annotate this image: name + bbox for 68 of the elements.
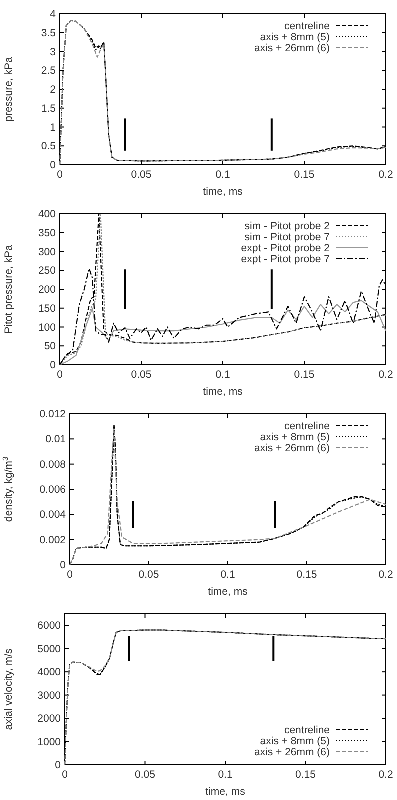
legend-label: axis + 26mm (6) [254, 42, 330, 54]
y-tick-label: 3 [50, 46, 56, 58]
y-tick-label: 1000 [38, 736, 62, 748]
legend-label: sim - Pitot probe 7 [244, 232, 330, 244]
x-tick-label: 0.15 [296, 569, 318, 581]
y-tick-label: 150 [38, 302, 56, 315]
legend-label: centreline [284, 20, 330, 32]
x-axis-title: time, ms [203, 186, 243, 198]
y-tick-label: 0.002 [40, 534, 66, 546]
y-tick-label: 6000 [38, 620, 62, 632]
y-tick-label: 0.01 [46, 434, 66, 446]
x-tick-label: 0.2 [378, 569, 394, 581]
y-tick-label: 0.5 [41, 140, 56, 153]
y-tick-label: 0.006 [40, 484, 66, 496]
legend-label: centreline [284, 420, 330, 432]
y-axis-title: axial velocity, m/s [3, 648, 15, 730]
y-axis-title: pressure, kPa [3, 56, 15, 122]
y-tick-label: 0 [50, 360, 56, 372]
x-tick-label: 0.05 [131, 369, 152, 381]
x-axis-title: time, ms [206, 786, 246, 798]
x-tick-label: 0.05 [135, 769, 156, 781]
y-tick-label: 0 [50, 160, 56, 172]
y-tick-label: 1 [50, 122, 56, 134]
x-tick-label: 0.2 [378, 769, 394, 781]
y-tick-label: 300 [38, 246, 56, 258]
legend-label: axis + 8mm (5) [260, 432, 330, 444]
y-tick-label: 0.012 [40, 408, 66, 420]
y-tick-label: 0 [55, 760, 62, 772]
x-tick-label: 0.1 [216, 169, 230, 181]
y-tick-label: 200 [38, 284, 56, 296]
y-tick-label: 1.5 [41, 102, 56, 115]
x-tick-label: 0.2 [378, 369, 394, 381]
legend-label: axis + 26mm (6) [254, 442, 330, 454]
y-axis-title: Pitot pressure, kPa [3, 244, 15, 334]
x-tick-label: 0.1 [216, 369, 230, 381]
y-tick-label: 4000 [38, 666, 62, 679]
x-tick-label: 0.15 [294, 169, 315, 181]
y-tick-label: 0.004 [40, 509, 66, 522]
y-tick-label: 0.008 [40, 458, 66, 471]
x-tick-label: 0.05 [138, 569, 160, 581]
legend-label: sim - Pitot probe 2 [244, 220, 330, 232]
legend-label: axis + 8mm (5) [260, 32, 330, 44]
y-tick-label: 100 [38, 322, 56, 334]
y-tick-label: 400 [38, 208, 56, 220]
y-tick-label: 4 [50, 8, 56, 20]
y-tick-label: 0 [60, 560, 66, 572]
legend-label: expt - Pitot probe 2 [241, 242, 330, 254]
x-tick-label: 0.05 [131, 169, 152, 181]
legend-label: expt - Pitot probe 7 [241, 254, 330, 266]
y-tick-label: 3.5 [41, 27, 56, 40]
x-tick-label: 0.15 [296, 769, 316, 781]
y-tick-label: 350 [38, 227, 56, 240]
x-tick-label: 0.2 [378, 169, 394, 181]
legend-label: axis + 26mm (6) [254, 746, 330, 758]
legend-label: centreline [284, 724, 330, 736]
x-tick-label: 0.1 [220, 569, 236, 581]
y-tick-label: 2.5 [41, 65, 56, 78]
y-tick-label: 2000 [38, 713, 62, 726]
y-tick-label: 3000 [38, 690, 62, 702]
x-axis-title: time, ms [203, 386, 243, 398]
x-axis-title: time, ms [208, 586, 248, 598]
x-tick-label: 0.15 [294, 369, 315, 381]
y-tick-label: 5000 [38, 643, 62, 656]
x-tick-label: 0.1 [218, 769, 233, 781]
y-tick-label: 50 [44, 340, 56, 353]
legend-label: axis + 8mm (5) [260, 736, 330, 748]
y-tick-label: 250 [38, 265, 56, 278]
y-tick-label: 2 [50, 84, 56, 96]
